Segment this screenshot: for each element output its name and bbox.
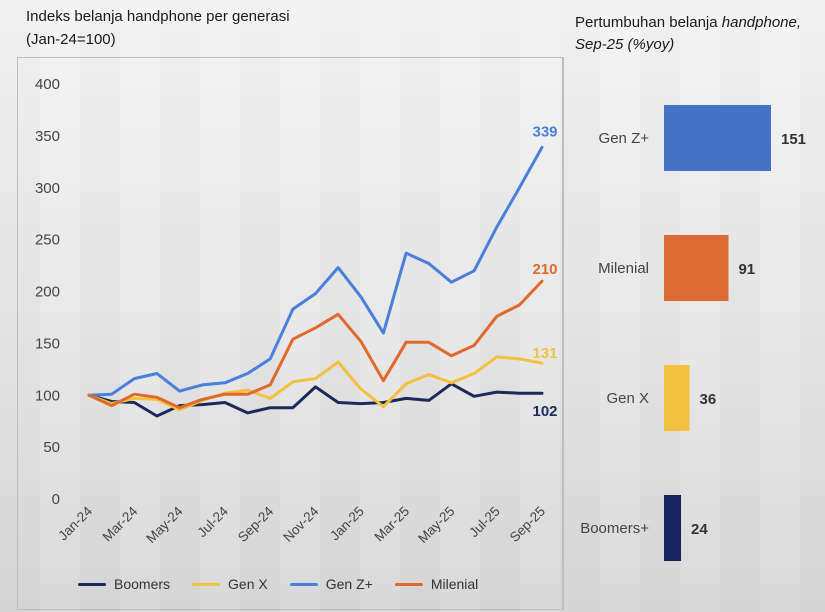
legend-label: Boomers <box>114 576 171 592</box>
end-value-label: 210 <box>532 261 557 278</box>
bar-value-label: 151 <box>781 131 806 148</box>
x-tick-label: Jan-25 <box>327 504 367 544</box>
bar-category-label: Gen Z+ <box>599 130 650 147</box>
x-tick-label: Jan-24 <box>55 503 95 543</box>
bar-chart-title: Pertumbuhan belanja handphone, Sep-25 (%… <box>575 12 801 56</box>
legend-swatch <box>192 582 221 586</box>
y-tick-label: 400 <box>35 76 60 93</box>
x-tick-label: Mar-24 <box>100 503 141 544</box>
bar-chart-title-line1: Pertumbuhan belanja <box>575 14 722 31</box>
legend-item: Gen X <box>192 576 268 592</box>
end-value-label: 131 <box>532 345 557 362</box>
line-chart-title: Indeks belanja handphone per generasi (J… <box>26 5 290 51</box>
x-tick-label: May-25 <box>415 504 457 546</box>
bar-chart-title-italic: handphone, <box>721 14 802 31</box>
y-tick-label: 150 <box>35 335 60 352</box>
bar-category-label: Boomers+ <box>580 520 649 537</box>
bar-value-label: 36 <box>700 391 717 408</box>
x-tick-label: Sep-25 <box>507 504 548 545</box>
bar-boomers <box>664 495 682 561</box>
bar-gen-z <box>664 105 771 171</box>
bar-value-label: 91 <box>738 261 755 278</box>
legend-item: Boomers <box>78 576 170 592</box>
y-tick-label: 200 <box>35 284 60 301</box>
y-tick-label: 350 <box>35 128 60 145</box>
y-tick-label: 50 <box>43 439 60 456</box>
line-chart-panel <box>17 57 563 610</box>
line-chart-title-line1: Indeks belanja handphone per generasi <box>26 8 290 25</box>
series-line-gen-z <box>87 145 544 397</box>
series-line-milenial <box>87 279 544 410</box>
legend-item: Milenial <box>394 576 479 592</box>
y-tick-label: 0 <box>52 491 60 508</box>
panel-divider <box>563 57 564 610</box>
legend-label: Gen Z+ <box>325 576 373 592</box>
x-tick-label: May-24 <box>143 503 186 546</box>
legend-label: Gen X <box>228 576 268 592</box>
bar-category-label: Milenial <box>598 260 649 277</box>
legend-label: Milenial <box>430 576 479 592</box>
x-tick-label: Mar-25 <box>371 504 412 545</box>
y-tick-label: 300 <box>35 180 60 197</box>
x-tick-label: Sep-24 <box>235 503 277 545</box>
end-value-label: 102 <box>532 403 557 420</box>
legend-swatch <box>289 582 318 586</box>
series-line-boomers <box>87 382 544 418</box>
y-tick-label: 100 <box>35 387 60 404</box>
legend-item: Gen Z+ <box>289 576 373 592</box>
x-tick-label: Jul-25 <box>466 504 503 541</box>
x-tick-label: Jul-24 <box>194 503 231 540</box>
legend-swatch <box>394 582 423 586</box>
y-tick-label: 250 <box>35 232 60 249</box>
bar-value-label: 24 <box>691 521 708 538</box>
bar-milenial <box>664 235 729 301</box>
bar-chart-title-line2: Sep-25 (%yoy) <box>575 36 675 53</box>
legend-swatch <box>78 582 106 586</box>
series-line-gen-x <box>87 355 544 412</box>
line-chart-legend: Boomers Gen X Gen Z+ Milenial <box>78 576 500 592</box>
end-value-label: 339 <box>532 123 557 140</box>
bar-gen-x <box>664 365 690 431</box>
bar-category-label: Gen X <box>606 390 649 407</box>
line-chart-title-line2: (Jan-24=100) <box>26 31 116 48</box>
x-tick-label: Nov-24 <box>280 503 322 545</box>
